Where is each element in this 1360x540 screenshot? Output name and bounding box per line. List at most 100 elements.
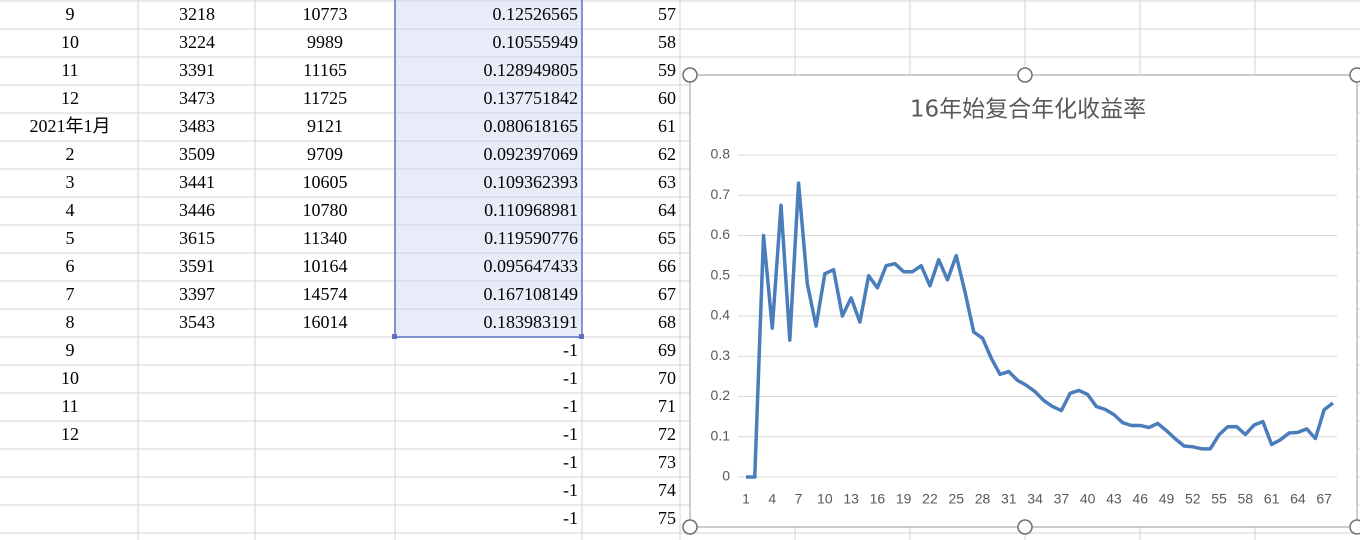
cell-text: 11725 <box>303 88 347 108</box>
cell-text: 10164 <box>303 256 348 276</box>
x-tick-label: 10 <box>817 491 833 507</box>
cell-text: -1 <box>563 480 578 500</box>
cell-text: 2021年1月 <box>30 116 111 136</box>
y-tick-label: 0.7 <box>711 186 731 202</box>
x-tick-label: 52 <box>1185 491 1201 507</box>
selection-border <box>394 0 583 338</box>
cell-text: 65 <box>658 228 676 248</box>
cell-text: 70 <box>658 368 676 388</box>
resize-handle[interactable] <box>682 67 698 83</box>
fill-handle[interactable] <box>392 334 397 339</box>
cell-text: 60 <box>658 88 676 108</box>
cell-text: 0.167108149 <box>484 284 579 304</box>
cell-text: 0.12526565 <box>493 4 579 24</box>
x-tick-label: 43 <box>1106 491 1122 507</box>
x-tick-label: 34 <box>1027 491 1043 507</box>
cell-text: 58 <box>658 32 676 52</box>
resize-handle[interactable] <box>1017 67 1033 83</box>
x-tick-label: 49 <box>1159 491 1175 507</box>
cell-text: -1 <box>563 340 578 360</box>
x-tick-label: 55 <box>1211 491 1227 507</box>
x-tick-label: 22 <box>922 491 938 507</box>
y-tick-label: 0 <box>722 468 730 484</box>
resize-handle[interactable] <box>1349 519 1360 535</box>
x-tick-label: 46 <box>1132 491 1148 507</box>
cell-text: 69 <box>658 340 676 360</box>
cell-text: 3218 <box>179 4 215 24</box>
cell-text: -1 <box>563 396 578 416</box>
cell-text: 3483 <box>179 116 215 136</box>
x-tick-label: 37 <box>1054 491 1070 507</box>
x-tick-label: 61 <box>1264 491 1280 507</box>
resize-handle[interactable] <box>1349 67 1360 83</box>
cell-text: 8 <box>66 312 75 332</box>
cell-text: 0.10555949 <box>493 32 579 52</box>
resize-handle[interactable] <box>682 519 698 535</box>
x-tick-label: 28 <box>975 491 991 507</box>
cell-text: 3615 <box>179 228 215 248</box>
cell-text: 0.095647433 <box>484 256 579 276</box>
x-tick-label: 13 <box>843 491 859 507</box>
cell-text: 12 <box>61 88 79 108</box>
cell-text: 0.128949805 <box>484 60 579 80</box>
chart-object[interactable]: 16年始复合年化收益率 0 0.1 0.2 0.3 0.4 0.5 0.6 0.7 0.8 1 4 7… <box>682 67 1360 535</box>
cell-text: 73 <box>658 452 676 472</box>
cell-text: 3591 <box>179 256 215 276</box>
y-tick-label: 0.4 <box>711 307 731 323</box>
cell-text: 3391 <box>179 60 215 80</box>
cell-text: 61 <box>658 116 676 136</box>
cell-text: 66 <box>658 256 676 276</box>
line-series <box>746 181 1334 479</box>
cell-text: 9121 <box>307 116 343 136</box>
cell-text: 0.183983191 <box>484 312 579 332</box>
cell-text: 14574 <box>303 284 348 304</box>
y-tick-label: 0.1 <box>711 427 731 443</box>
resize-handle[interactable] <box>1017 519 1033 535</box>
cell-text: 0.109362393 <box>484 172 579 192</box>
cell-text: 10773 <box>303 4 348 24</box>
cell-text: 4 <box>66 200 75 220</box>
y-tick-label: 0.8 <box>711 146 731 162</box>
x-tick-label: 25 <box>948 491 964 507</box>
y-tick-label: 0.2 <box>711 387 731 403</box>
x-tick-label: 16 <box>870 491 886 507</box>
cell-text: 10780 <box>303 200 348 220</box>
cell-text: 2 <box>66 144 75 164</box>
chart-area[interactable] <box>689 74 1358 528</box>
cell-text: 7 <box>66 284 75 304</box>
cell-text: 9989 <box>307 32 343 52</box>
cell-text: -1 <box>563 424 578 444</box>
cell-text: 10 <box>61 32 79 52</box>
cell-text: 75 <box>658 508 676 528</box>
cell-text: 12 <box>61 424 79 444</box>
cell-text: 3397 <box>179 284 215 304</box>
cell-text: 3543 <box>179 312 215 332</box>
cell-text: 3441 <box>179 172 215 192</box>
x-tick-label: 1 <box>742 491 750 507</box>
cell-text: -1 <box>563 368 578 388</box>
cell-text: 3 <box>66 172 75 192</box>
fill-handle[interactable] <box>579 334 584 339</box>
x-tick-label: 40 <box>1080 491 1096 507</box>
cell-text: 0.110968981 <box>484 200 578 220</box>
cell-text: 57 <box>658 4 676 24</box>
cell-text: 0.080618165 <box>484 116 579 136</box>
cell-text: 63 <box>658 172 676 192</box>
x-tick-label: 4 <box>768 491 776 507</box>
cell-text: 68 <box>658 312 676 332</box>
cell-text: 9 <box>66 340 75 360</box>
cell-text: 3224 <box>179 32 215 52</box>
x-tick-label: 67 <box>1316 491 1332 507</box>
cell-text: 62 <box>658 144 676 164</box>
cell-text: 11340 <box>303 228 347 248</box>
cell-text: 59 <box>658 60 676 80</box>
cell-text: 0.119590776 <box>484 228 578 248</box>
y-tick-label: 0.3 <box>711 347 731 363</box>
cell-text: 16014 <box>303 312 348 332</box>
cell-text: 3509 <box>179 144 215 164</box>
cell-text: 3446 <box>179 200 215 220</box>
cell-text: 5 <box>66 228 75 248</box>
x-tick-label: 7 <box>795 491 803 507</box>
